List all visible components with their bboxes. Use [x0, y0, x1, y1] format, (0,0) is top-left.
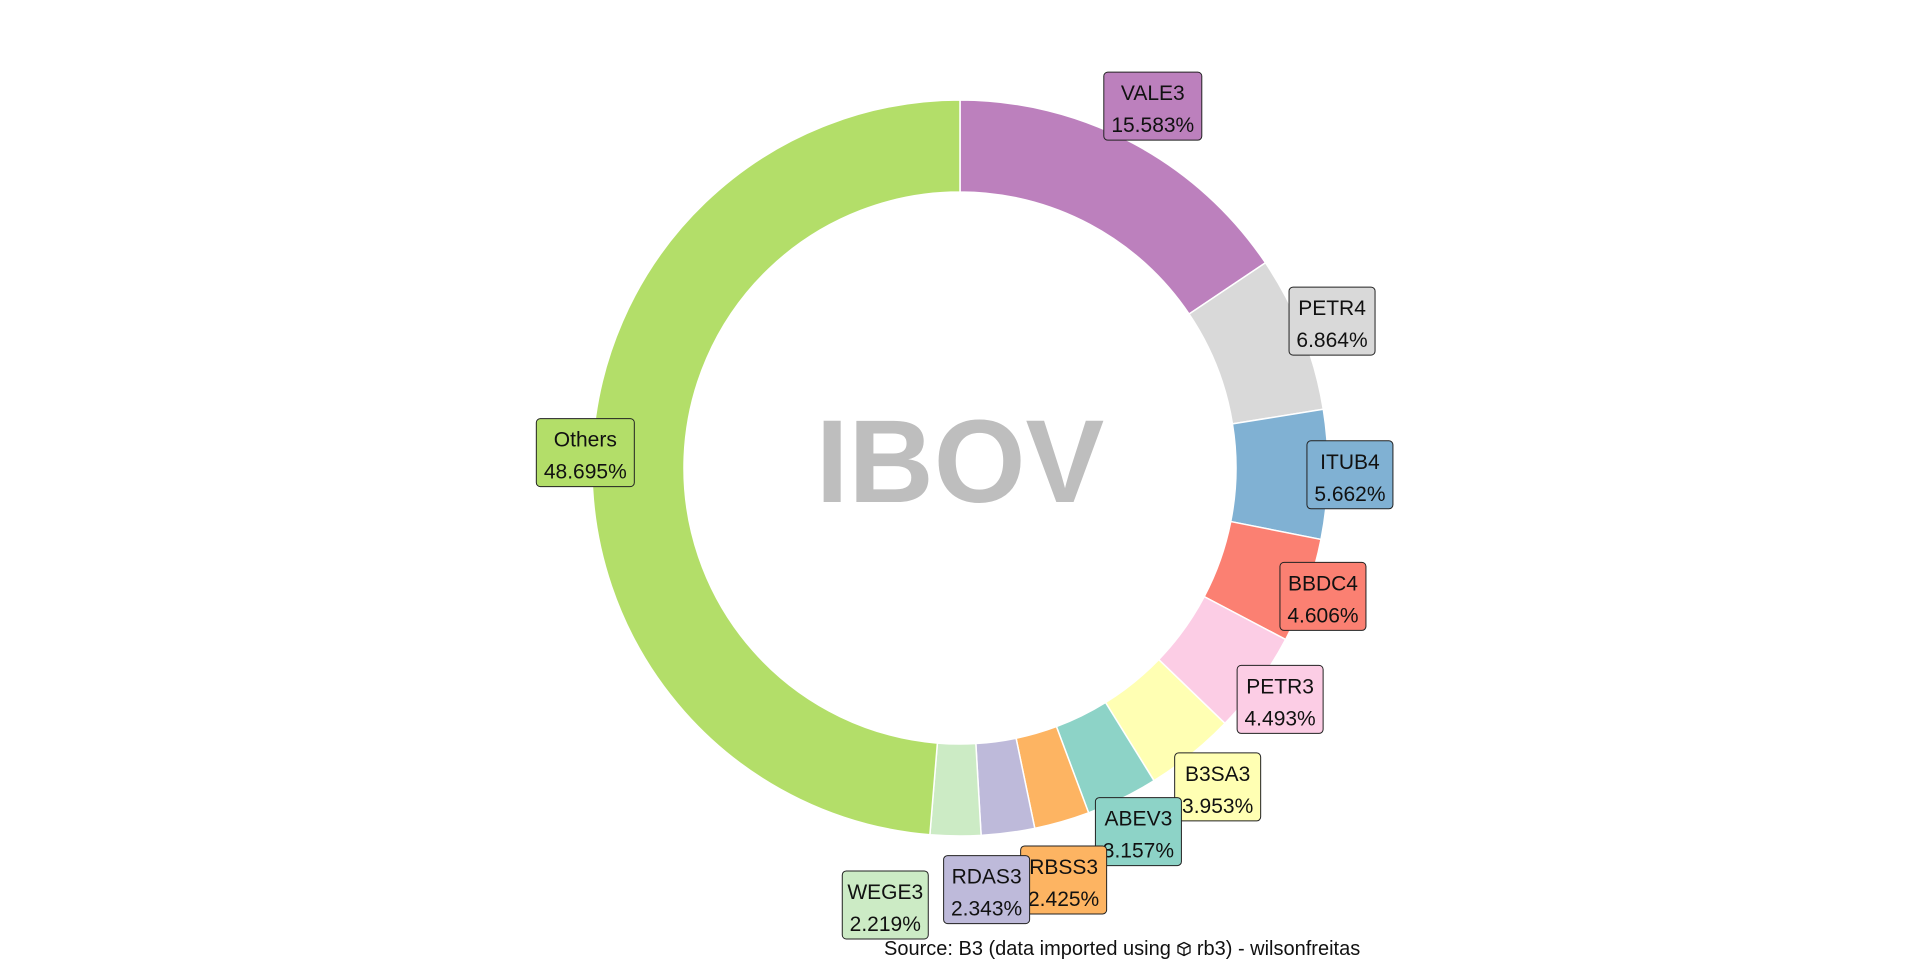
label-ticker: ITUB4 — [1320, 451, 1380, 474]
label-percent: 3.953% — [1182, 795, 1253, 818]
package-icon — [1177, 941, 1191, 957]
label-box — [1174, 752, 1262, 822]
label-percent: 4.606% — [1287, 604, 1358, 627]
label-percent: 15.583% — [1111, 114, 1194, 137]
label-percent: 4.493% — [1245, 707, 1316, 730]
label-percent: 48.695% — [544, 461, 627, 484]
label-ticker: Others — [554, 429, 617, 452]
label-ticker: B3SA3 — [1185, 763, 1250, 786]
label-bbdc4: BBDC4 4.606% — [1279, 561, 1367, 631]
label-ticker: RDAS3 — [952, 866, 1022, 889]
label-percent: 6.864% — [1296, 329, 1367, 352]
label-abev3: ABEV3 3.157% — [1094, 797, 1182, 867]
label-b3sa3: B3SA3 3.953% — [1174, 752, 1262, 822]
label-box — [1288, 286, 1376, 356]
label-percent: 2.425% — [1028, 888, 1099, 911]
label-rbss3: RBSS3 2.425% — [1020, 845, 1108, 915]
label-petr3: PETR3 4.493% — [1236, 664, 1324, 734]
label-petr4: PETR4 6.864% — [1288, 286, 1376, 356]
label-ticker: VALE3 — [1121, 82, 1185, 105]
label-percent: 2.343% — [951, 898, 1022, 921]
label-ticker: PETR4 — [1298, 297, 1366, 320]
label-box — [535, 418, 635, 488]
label-ticker: PETR3 — [1246, 675, 1314, 698]
label-box — [943, 855, 1031, 925]
label-itub4: ITUB4 5.662% — [1306, 440, 1394, 510]
label-box — [1306, 440, 1394, 510]
label-percent: 5.662% — [1314, 483, 1385, 506]
label-box — [1236, 664, 1324, 734]
label-ticker: BBDC4 — [1288, 572, 1358, 595]
label-box — [1103, 71, 1203, 141]
caption-suffix: rb3) - wilsonfreitas — [1196, 938, 1361, 960]
label-box — [841, 870, 929, 940]
label-wege3: WEGE3 2.219% — [841, 870, 929, 940]
label-vale3: VALE3 15.583% — [1103, 71, 1203, 141]
label-box — [1279, 561, 1367, 631]
label-box — [1094, 797, 1182, 867]
source-caption: Source: B3 (data imported using rb3) - wi… — [884, 938, 1360, 961]
label-ticker: RBSS3 — [1029, 856, 1098, 879]
slice-wege3 — [929, 742, 982, 837]
label-others: Others 48.695% — [535, 418, 635, 488]
center-title: IBOV — [816, 396, 1105, 528]
label-ticker: WEGE3 — [847, 881, 923, 904]
slice-others — [591, 99, 961, 836]
label-percent: 2.219% — [850, 913, 921, 936]
label-rdas3: RDAS3 2.343% — [943, 855, 1031, 925]
label-percent: 3.157% — [1103, 840, 1174, 863]
slice-labels: VALE3 15.583% PETR4 6.864% ITUB4 5.662% BBDC4 4… — [535, 71, 1394, 940]
label-ticker: ABEV3 — [1105, 808, 1173, 831]
donut-slices — [591, 99, 1329, 837]
caption-prefix: Source: B3 (data imported using — [884, 938, 1171, 960]
